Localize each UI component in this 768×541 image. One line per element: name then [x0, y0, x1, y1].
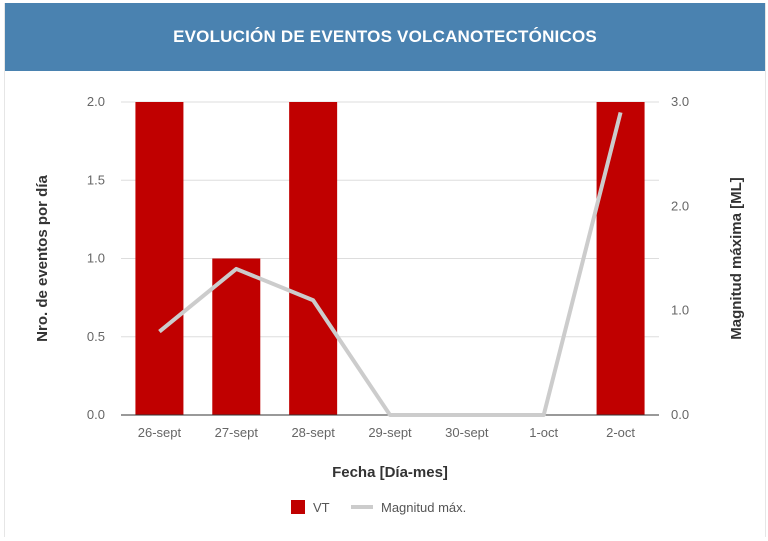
x-tick-label: 2-oct	[606, 425, 635, 440]
chart-card: EVOLUCIÓN DE EVENTOS VOLCANOTECTÓNICOS 0…	[4, 3, 766, 537]
x-tick-label: 27-sept	[215, 425, 259, 440]
x-axis-title: Fecha [Día-mes]	[332, 464, 448, 481]
bar-vt	[212, 258, 261, 415]
y-tick-label: 1.5	[87, 172, 105, 187]
bar-vt	[135, 102, 184, 415]
magnitude-line	[158, 111, 623, 417]
x-tick-label: 29-sept	[368, 425, 412, 440]
y2-tick-label: 0.0	[671, 407, 689, 422]
legend-swatch-vt	[291, 500, 305, 514]
x-tick-label: 28-sept	[291, 425, 335, 440]
legend-label-vt: VT	[313, 500, 330, 515]
y2-tick-label: 3.0	[671, 94, 689, 109]
y-axis-title: Nro. de eventos por día	[34, 174, 51, 341]
x-tick-label: 30-sept	[445, 425, 489, 440]
y2-tick-label: 2.0	[671, 198, 689, 213]
bar-vt	[596, 102, 645, 415]
y-tick-label: 2.0	[87, 94, 105, 109]
y-tick-label: 0.5	[87, 329, 105, 344]
x-tick-label: 1-oct	[529, 425, 558, 440]
chart-header: EVOLUCIÓN DE EVENTOS VOLCANOTECTÓNICOS	[5, 3, 765, 71]
y-tick-label: 0.0	[87, 407, 105, 422]
legend-label-magnitud: Magnitud máx.	[381, 500, 466, 515]
y2-axis-title: Magnitud máxima [ML]	[728, 177, 745, 340]
y2-tick-label: 1.0	[671, 303, 689, 318]
bar-vt	[289, 102, 338, 415]
chart-title: EVOLUCIÓN DE EVENTOS VOLCANOTECTÓNICOS	[173, 27, 597, 46]
x-tick-label: 26-sept	[138, 425, 182, 440]
y-tick-label: 1.0	[87, 251, 105, 266]
chart-svg: 0.0 0.5 1.0 1.5 2.0 0.0 1.0 2.0 3.0 26-sept 27-sep…	[34, 94, 745, 515]
